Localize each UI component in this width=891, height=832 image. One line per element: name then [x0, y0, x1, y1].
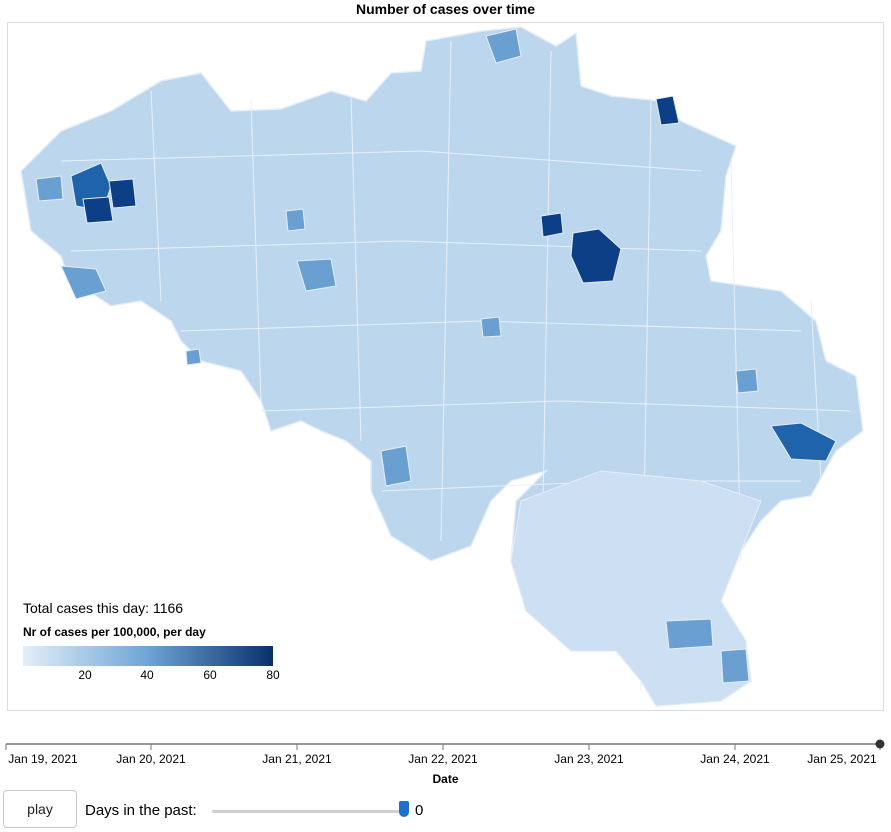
legend-tick-label: 60: [203, 668, 217, 682]
map-title: Number of cases over time: [356, 1, 535, 17]
total-cases-text: Total cases this day: 1166: [23, 600, 184, 616]
timeline-axis-title: Date: [432, 772, 459, 786]
legend-title: Nr of cases per 100,000, per day: [23, 625, 206, 639]
legend-tick-label: 40: [140, 668, 154, 682]
medium-municipalities: [35, 28, 759, 684]
legend-tick-label: 20: [78, 668, 92, 682]
timeline-date-label: Jan 22, 2021: [408, 752, 478, 766]
timeline-date-label: Jan 23, 2021: [554, 752, 624, 766]
highest-municipalities: [82, 95, 680, 284]
legend-color-bar: [23, 646, 273, 666]
play-button[interactable]: play: [3, 790, 77, 828]
belgium-choropleth-map[interactable]: [8, 23, 884, 711]
timeline-date-label: Jan 24, 2021: [700, 752, 770, 766]
timeline-date-label: Jan 21, 2021: [262, 752, 332, 766]
legend-tick-label: 80: [266, 668, 280, 682]
days-in-past-label: Days in the past:: [85, 802, 197, 819]
timeline-handle[interactable]: [875, 739, 885, 749]
map-container[interactable]: [7, 22, 884, 711]
days-in-past-slider[interactable]: [212, 810, 402, 813]
date-timeline[interactable]: [0, 730, 891, 790]
timeline-date-label: Jan 19, 2021: [8, 752, 78, 766]
days-slider-thumb[interactable]: [399, 801, 409, 817]
timeline-date-label: Jan 20, 2021: [116, 752, 186, 766]
days-in-past-value: 0: [415, 802, 424, 819]
timeline-date-label: Jan 25, 2021: [807, 752, 877, 766]
